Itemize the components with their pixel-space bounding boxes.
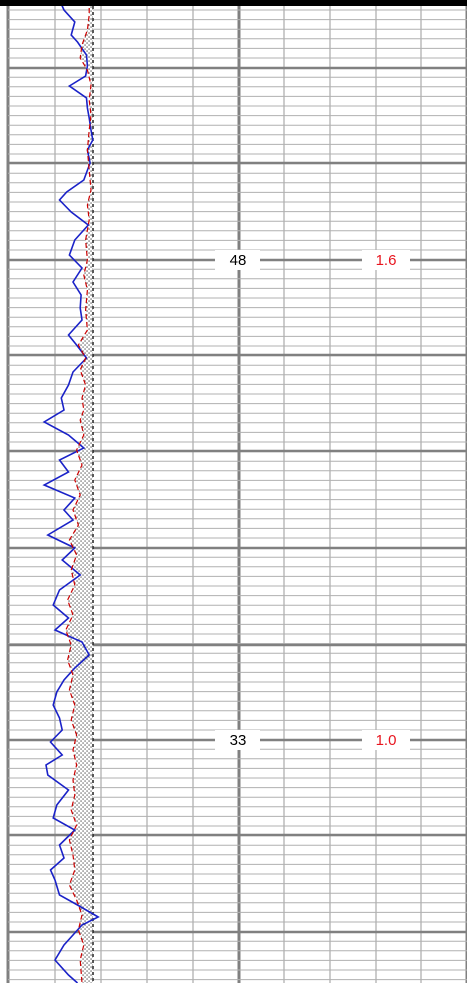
scale-label-bg xyxy=(215,250,260,270)
right-scale-label: 1.0 xyxy=(376,732,397,749)
scale-labels: 48 1.6 33 1.0 xyxy=(215,250,410,750)
scale-label-bg xyxy=(215,730,260,750)
left-scale-label: 48 xyxy=(230,252,247,269)
curve-dashed-red xyxy=(65,0,92,983)
scale-label-bg xyxy=(362,250,410,270)
right-scale-label: 1.6 xyxy=(376,252,397,269)
curves xyxy=(42,0,100,983)
scale-label-bg xyxy=(362,730,410,750)
left-scale-label: 33 xyxy=(230,732,247,749)
curve-solid-blue xyxy=(42,0,100,983)
top-border xyxy=(0,0,467,6)
